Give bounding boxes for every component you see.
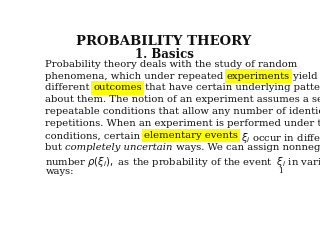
- Text: ways. We can assign nonnegative: ways. We can assign nonnegative: [173, 143, 320, 152]
- Text: PROBABILITY THEORY: PROBABILITY THEORY: [76, 35, 252, 48]
- Text: yield: yield: [290, 72, 317, 81]
- Text: ways:: ways:: [45, 167, 74, 176]
- Text: phenomena, which under repeated: phenomena, which under repeated: [45, 72, 227, 81]
- Text: number $\rho(\xi_i),$ as the probability of the event  $\xi_i$ in various: number $\rho(\xi_i),$ as the probability…: [45, 155, 320, 169]
- Text: $\xi_i$ occur in different: $\xi_i$ occur in different: [237, 131, 320, 145]
- Text: elementary events: elementary events: [144, 131, 237, 140]
- Text: but: but: [45, 143, 65, 152]
- Text: different: different: [45, 84, 93, 92]
- Text: that have certain underlying patterns: that have certain underlying patterns: [142, 84, 320, 92]
- Text: experiments: experiments: [227, 72, 290, 81]
- Text: completely uncertain: completely uncertain: [65, 143, 173, 152]
- Text: 1. Basics: 1. Basics: [135, 48, 193, 61]
- Text: about them. The notion of an experiment assumes a set of: about them. The notion of an experiment …: [45, 96, 320, 104]
- Text: 1: 1: [278, 167, 283, 175]
- Text: conditions, certain: conditions, certain: [45, 131, 144, 140]
- Text: outcomes: outcomes: [93, 84, 142, 92]
- Text: repeatable conditions that allow any number of identical: repeatable conditions that allow any num…: [45, 107, 320, 116]
- Text: Probability theory deals with the study of random: Probability theory deals with the study …: [45, 60, 298, 69]
- Text: repetitions. When an experiment is performed under these: repetitions. When an experiment is perfo…: [45, 119, 320, 128]
